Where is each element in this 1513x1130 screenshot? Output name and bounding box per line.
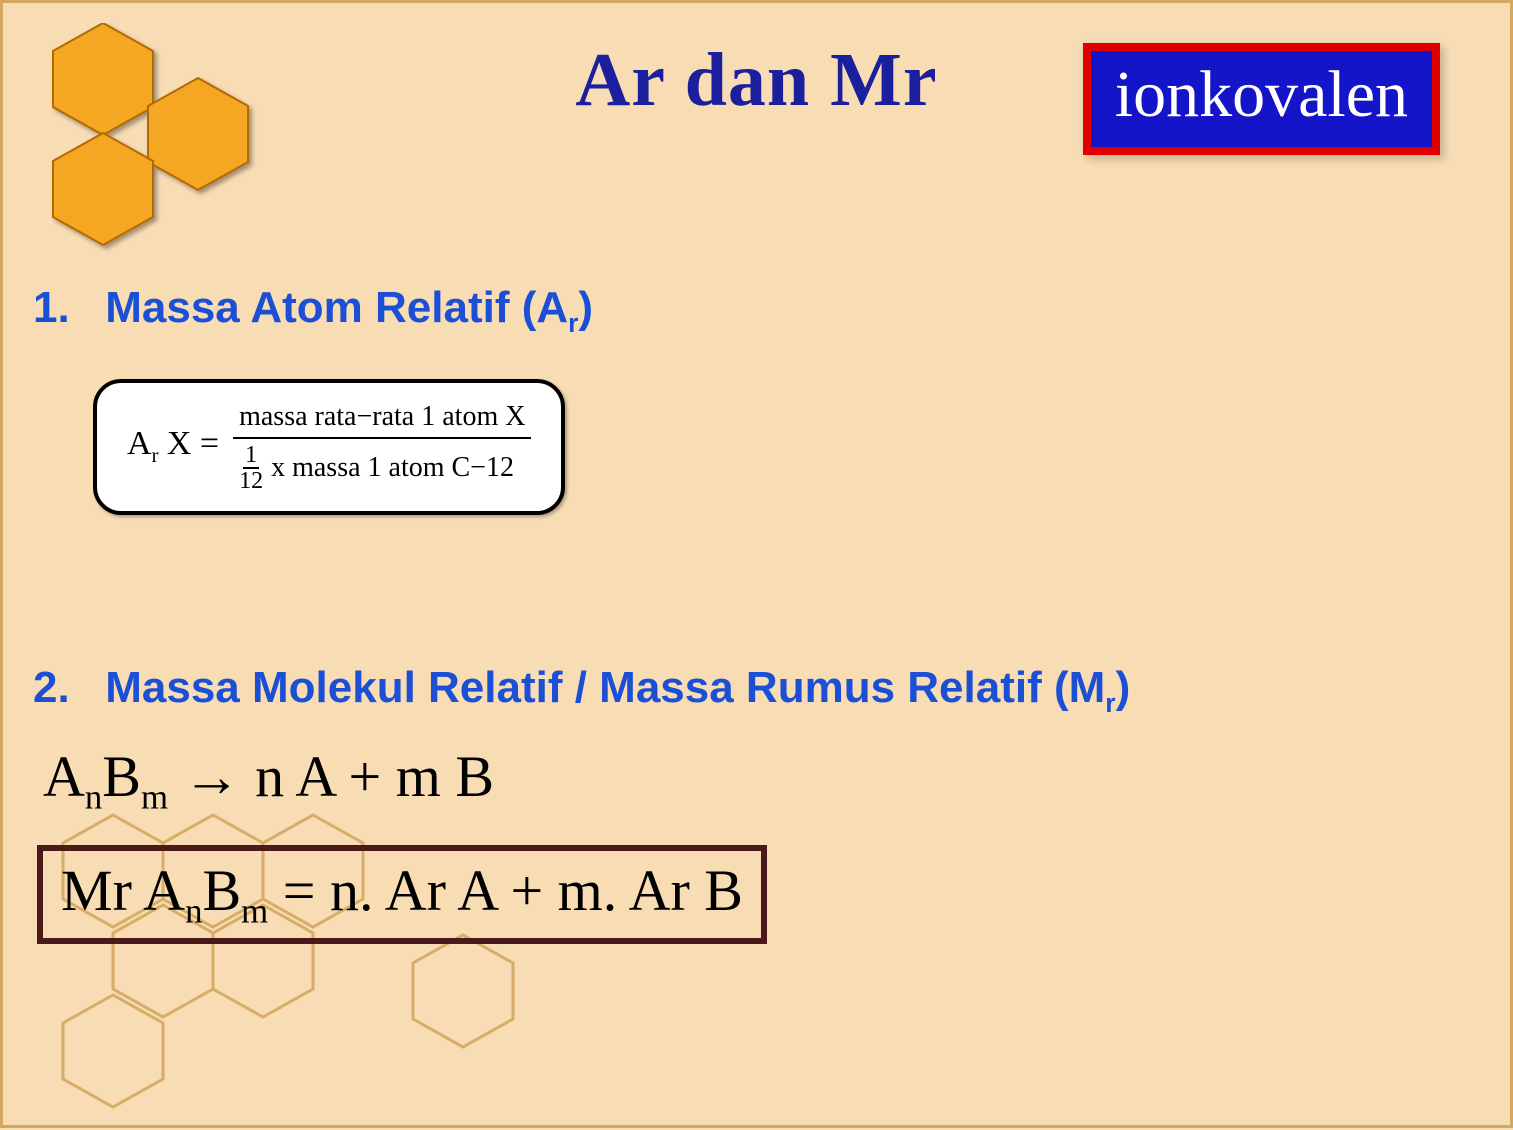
ar-formula-fraction: massa rata−rata 1 atom X 1 12 x massa 1 … xyxy=(233,401,531,493)
section-1: 1. Massa Atom Relatif (Ar) Ar X = massa … xyxy=(33,283,593,515)
eq2-p1: Mr A xyxy=(61,858,185,923)
ar-denom-minifrac: 1 12 xyxy=(239,443,263,493)
section-2-text-sub: r xyxy=(1105,688,1115,718)
section-1-text-sub: r xyxy=(568,308,578,338)
hex-decor-bottom xyxy=(23,785,523,1105)
section-1-number: 1. xyxy=(33,283,93,333)
ar-numerator: massa rata−rata 1 atom X xyxy=(233,401,531,439)
ar-formula-box: Ar X = massa rata−rata 1 atom X 1 12 x m… xyxy=(93,379,565,515)
eq2-p3: = n. Ar A + m. Ar B xyxy=(268,858,743,923)
section-2-text-prefix: Massa Molekul Relatif / Massa Rumus Rela… xyxy=(105,663,1105,712)
section-1-text-prefix: Massa Atom Relatif (A xyxy=(105,283,568,332)
section-1-text-suffix: ) xyxy=(578,283,593,332)
section-2-number: 2. xyxy=(33,663,93,713)
eq2-p2: B xyxy=(202,858,241,923)
section-1-heading: 1. Massa Atom Relatif (Ar) xyxy=(33,283,593,339)
ar-denom-tail: x massa 1 atom C−12 xyxy=(271,452,514,484)
ar-denom-top: 1 xyxy=(243,443,259,469)
ar-denom-bot: 12 xyxy=(239,469,263,493)
ar-lhs-main: A xyxy=(127,425,152,462)
ar-lhs-tail: X = xyxy=(158,425,219,462)
equation-mr-boxed: Mr AnBm = n. Ar A + m. Ar B xyxy=(37,845,767,944)
ar-formula-lhs: Ar X = xyxy=(127,425,219,468)
eq2-s1: n xyxy=(185,892,202,931)
section-2-heading: 2. Massa Molekul Relatif / Massa Rumus R… xyxy=(33,663,1130,719)
eq2-s2: m xyxy=(241,892,268,931)
section-2-text-suffix: ) xyxy=(1116,663,1131,712)
logo-badge: ionkovalen xyxy=(1083,43,1440,155)
